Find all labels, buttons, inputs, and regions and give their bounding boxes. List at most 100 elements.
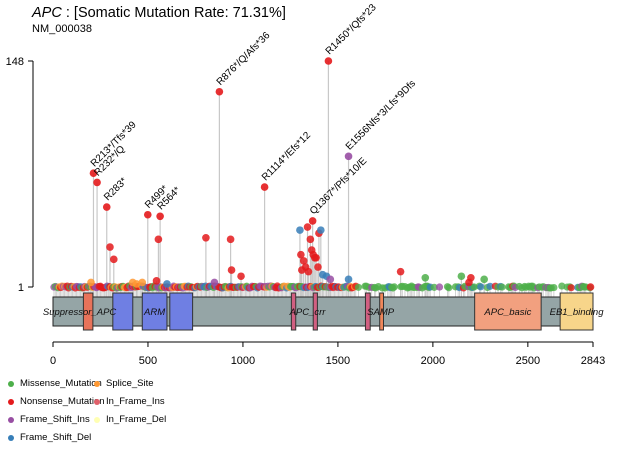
protein-domain bbox=[364, 292, 371, 331]
mutation-dot bbox=[317, 226, 325, 234]
x-tick-label: 1500 bbox=[326, 355, 350, 367]
protein-domain bbox=[379, 292, 384, 331]
gene-name: APC bbox=[32, 5, 62, 21]
mutation-dot bbox=[138, 278, 147, 287]
x-tick-label: 2500 bbox=[516, 355, 540, 367]
mutation-dot bbox=[237, 272, 245, 281]
mutation-dot bbox=[567, 284, 575, 292]
legend-item: Missense_Mutation bbox=[8, 378, 102, 389]
mutation-dot bbox=[477, 283, 485, 291]
hotspot-dot bbox=[93, 178, 101, 187]
legend-label: Frame_Shift_Del bbox=[20, 432, 92, 443]
gene-bar-layer: Suppressor_APC ARM APC_crr SAMP APC_basic EB1… bbox=[43, 292, 605, 331]
x-tick-label: 0 bbox=[50, 355, 56, 367]
x-tick-label: 2843 bbox=[581, 355, 605, 367]
legend-item: Splice_Site bbox=[94, 378, 154, 389]
legend-label: In_Frame_Ins bbox=[106, 396, 165, 407]
y-axis: 1 148 bbox=[6, 56, 34, 294]
mutation-dot bbox=[87, 278, 95, 287]
domain-label: EB1_binding bbox=[550, 307, 605, 318]
mutation-dot bbox=[435, 283, 444, 291]
mutation-dot bbox=[445, 284, 453, 292]
y-tick-label: 148 bbox=[6, 56, 24, 68]
mutation-rate: : [Somatic Mutation Rate: 71.31%] bbox=[61, 5, 286, 21]
legend-item: In_Frame_Del bbox=[94, 414, 166, 425]
protein-domain bbox=[112, 292, 134, 331]
hotspot-dot bbox=[215, 87, 224, 96]
mutation-dot bbox=[163, 280, 171, 288]
x-tick-label: 500 bbox=[139, 355, 157, 367]
domain-label: ARM bbox=[143, 307, 165, 318]
mutation-dot bbox=[304, 267, 313, 276]
protein-domain bbox=[312, 292, 318, 331]
mutation-dot bbox=[421, 273, 430, 282]
transcript-id: NM_000038 bbox=[32, 23, 92, 35]
hotspot-dot bbox=[324, 57, 333, 65]
mutation-dot bbox=[132, 280, 141, 288]
mutation-dot bbox=[486, 282, 494, 290]
hotspot-label: R876*/Q/Afs*36 bbox=[215, 30, 273, 88]
stems-layer bbox=[53, 61, 592, 297]
mutation-dot bbox=[326, 275, 335, 284]
protein-domain bbox=[290, 292, 297, 331]
legend-swatch bbox=[8, 434, 14, 441]
protein-domain bbox=[82, 292, 94, 331]
mutation-dot bbox=[470, 283, 478, 291]
mutation-dot bbox=[306, 235, 315, 244]
legend-item: Frame_Shift_Ins bbox=[8, 414, 90, 425]
legend-swatch bbox=[8, 380, 14, 387]
domain-label: APC_crr bbox=[289, 307, 327, 318]
mutation-dot bbox=[296, 226, 304, 234]
domain-label: APC_basic bbox=[483, 307, 531, 318]
hotspot-label: R1450*/Qfs*23 bbox=[324, 2, 379, 57]
mutation-dot bbox=[390, 283, 398, 291]
legend-swatch bbox=[8, 416, 14, 423]
mutation-dot bbox=[297, 250, 305, 259]
legend-label: Splice_Site bbox=[106, 378, 154, 389]
x-tick-label: 1000 bbox=[231, 355, 255, 367]
legend-label: Frame_Shift_Ins bbox=[20, 414, 90, 425]
mutation-dot bbox=[480, 275, 488, 284]
mutation-dot bbox=[226, 235, 235, 244]
x-axis: 0 500 1000 1500 2000 2500 2843 bbox=[50, 341, 605, 367]
mutation-dot bbox=[303, 223, 312, 231]
mutation-dot bbox=[109, 255, 118, 264]
hotspot-label: Q1367*/Pfs*10/E bbox=[308, 156, 369, 217]
legend-item: In_Frame_Ins bbox=[94, 396, 165, 407]
legend-swatch bbox=[94, 398, 100, 405]
hotspot-dot bbox=[102, 203, 111, 211]
legend-swatch bbox=[94, 380, 100, 387]
mutation-dot bbox=[299, 257, 308, 265]
protein-domain bbox=[559, 292, 594, 331]
mutation-dot bbox=[202, 234, 210, 242]
legend-item: Frame_Shift_Del bbox=[8, 432, 91, 443]
mutation-dot bbox=[154, 235, 163, 244]
dots-layer bbox=[87, 57, 595, 291]
domain-label: SAMP bbox=[367, 307, 395, 318]
protein-domain bbox=[474, 292, 542, 331]
mutation-dot bbox=[498, 283, 506, 291]
mutation-dot bbox=[457, 272, 466, 281]
mutation-dot bbox=[430, 283, 438, 291]
hotspot-dot bbox=[156, 212, 164, 221]
hotspot-dot bbox=[143, 210, 152, 219]
protein-domain bbox=[169, 292, 194, 331]
mutation-dot bbox=[558, 282, 566, 290]
y-tick-label: 1 bbox=[18, 282, 24, 294]
hotspot-dot bbox=[308, 217, 317, 225]
mutation-dot bbox=[312, 253, 320, 262]
legend-swatch bbox=[94, 416, 100, 423]
hotspot-label: R1114*/Efs*12 bbox=[260, 130, 313, 183]
mutation-dot bbox=[586, 283, 595, 291]
hotspot-dot bbox=[89, 169, 98, 178]
hotspot-label: R283* bbox=[102, 176, 130, 204]
mutation-dot bbox=[106, 243, 114, 251]
legend-swatch bbox=[8, 398, 14, 405]
legend-label: Nonsense_Mutation bbox=[20, 396, 105, 407]
hotspot-dot bbox=[344, 152, 353, 161]
legend-label: In_Frame_Del bbox=[106, 414, 167, 425]
hotspot-dot bbox=[260, 183, 269, 191]
mutation-dot bbox=[227, 266, 236, 274]
